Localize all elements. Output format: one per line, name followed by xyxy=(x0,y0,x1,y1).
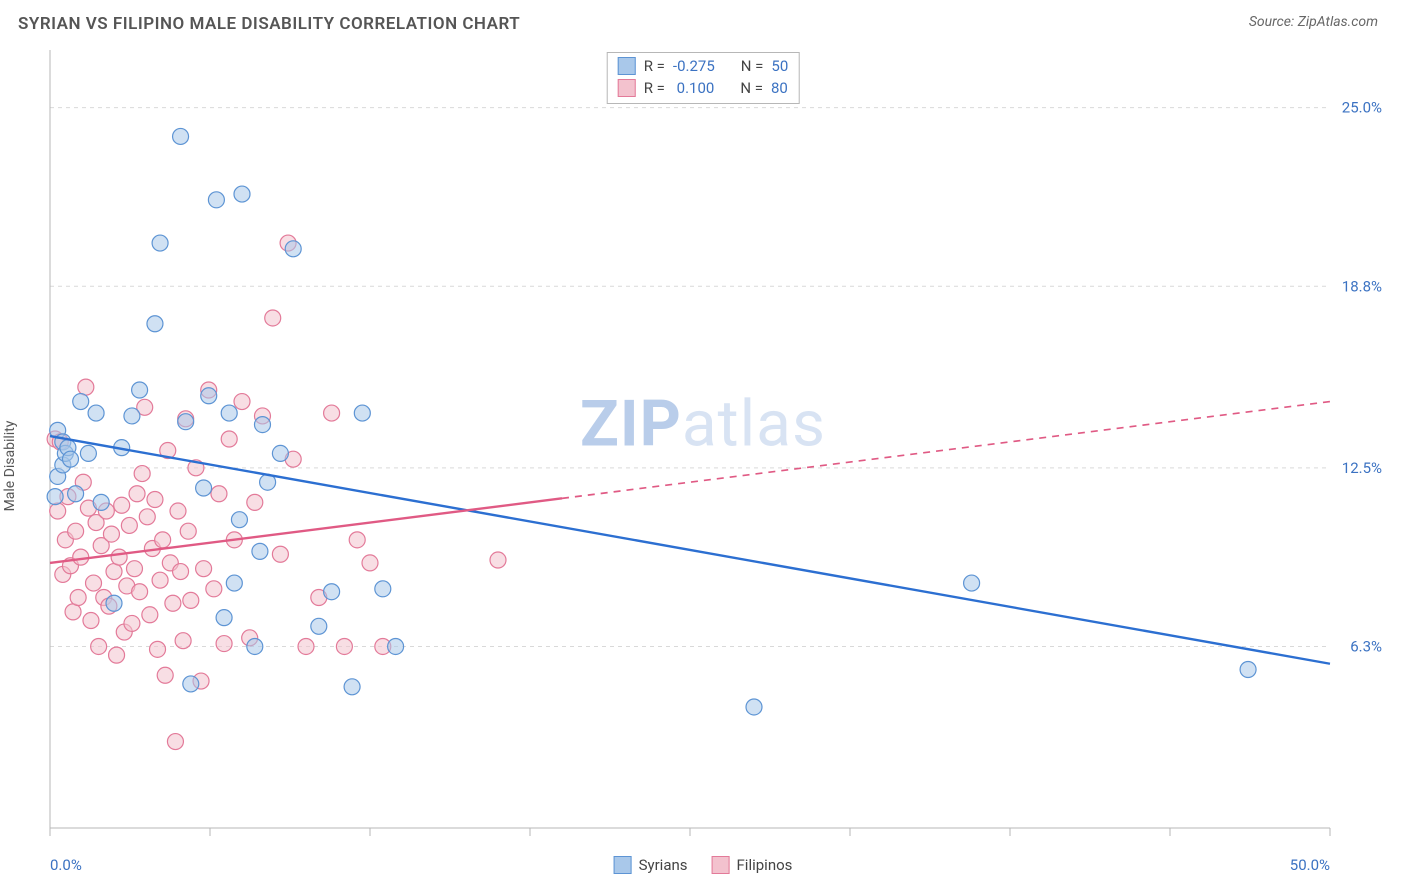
legend-n-label: N = xyxy=(741,55,764,77)
y-axis-label: Male Disability xyxy=(2,421,18,512)
svg-text:18.8%: 18.8% xyxy=(1342,277,1382,295)
legend-r-label: R = xyxy=(644,55,665,77)
legend-row-filipinos: R = 0.100 N = 80 xyxy=(618,77,789,99)
legend-swatch-filipinos-bottom xyxy=(712,856,730,874)
legend-swatch-syrians-bottom xyxy=(614,856,632,874)
legend-r-filipinos: 0.100 xyxy=(673,77,714,99)
legend-label-filipinos: Filipinos xyxy=(737,856,793,874)
legend-r-label: R = xyxy=(644,77,665,99)
x-axis-max-label: 50.0% xyxy=(1290,856,1330,874)
legend-label-syrians: Syrians xyxy=(639,856,688,874)
legend-r-syrians: -0.275 xyxy=(673,55,715,77)
svg-text:25.0%: 25.0% xyxy=(1342,99,1382,117)
legend-row-syrians: R = -0.275 N = 50 xyxy=(618,55,789,77)
correlation-legend: R = -0.275 N = 50 R = 0.100 N = 80 xyxy=(607,52,800,104)
legend-swatch-filipinos xyxy=(618,79,636,97)
series-legend: Syrians Filipinos xyxy=(614,856,793,874)
legend-n-filipinos: 80 xyxy=(771,77,788,99)
chart-title: SYRIAN VS FILIPINO MALE DISABILITY CORRE… xyxy=(18,14,520,34)
legend-item-syrians: Syrians xyxy=(614,856,688,874)
plot-area: Male Disability ZIPatlas 6.3%12.5%18.8%2… xyxy=(0,38,1406,878)
source-label: Source: ZipAtlas.com xyxy=(1249,14,1378,30)
legend-n-syrians: 50 xyxy=(771,55,788,77)
chart-svg: 6.3% 12.5% 18.8% 25.0% xyxy=(0,38,1406,878)
legend-n-label: N = xyxy=(740,77,763,99)
x-axis-min-label: 0.0% xyxy=(50,856,82,874)
legend-swatch-syrians xyxy=(618,57,636,75)
svg-text:12.5%: 12.5% xyxy=(1342,459,1382,477)
legend-item-filipinos: Filipinos xyxy=(712,856,793,874)
svg-text:6.3%: 6.3% xyxy=(1350,637,1382,655)
